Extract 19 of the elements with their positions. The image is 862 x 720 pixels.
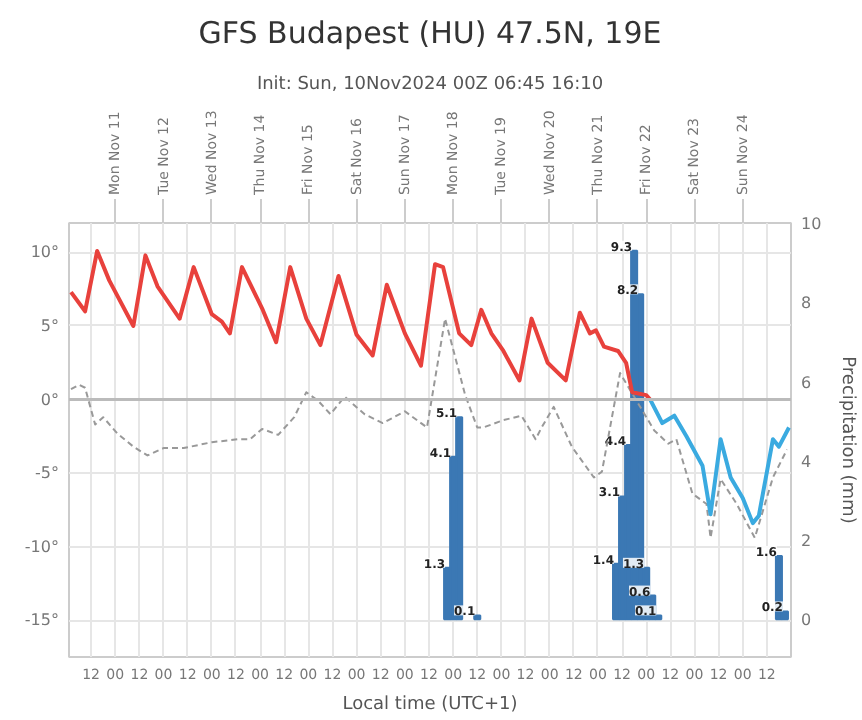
y-tick-label: 10° bbox=[30, 243, 60, 262]
y-tick-label: -15° bbox=[24, 611, 60, 630]
y2-tick-label: 0 bbox=[801, 611, 812, 630]
line-series bbox=[70, 317, 788, 539]
chart-subtitle: Init: Sun, 10Nov2024 00Z 06:45 16:10 bbox=[256, 75, 604, 95]
line-series bbox=[648, 397, 791, 526]
y2-tick-label: 2 bbox=[801, 532, 812, 551]
y-tick-label: -5° bbox=[35, 464, 60, 483]
y-tick-label: 0° bbox=[40, 390, 60, 409]
y-tick-label: 5° bbox=[40, 316, 60, 335]
line-series bbox=[69, 248, 653, 402]
y2-tick-label: 10 bbox=[801, 215, 822, 233]
chart-title: GFS Budapest (HU) 47.5N, 19E bbox=[198, 15, 662, 51]
y2-tick-label: 6 bbox=[801, 373, 812, 392]
y2-tick-label: 8 bbox=[801, 294, 812, 313]
y2-tick-label: 4 bbox=[801, 452, 812, 471]
x-axis-title: Local time (UTC+1) bbox=[342, 695, 518, 715]
y-tick-label: -10° bbox=[24, 537, 60, 556]
y2-axis-title: Precipitation (mm) bbox=[837, 356, 858, 524]
